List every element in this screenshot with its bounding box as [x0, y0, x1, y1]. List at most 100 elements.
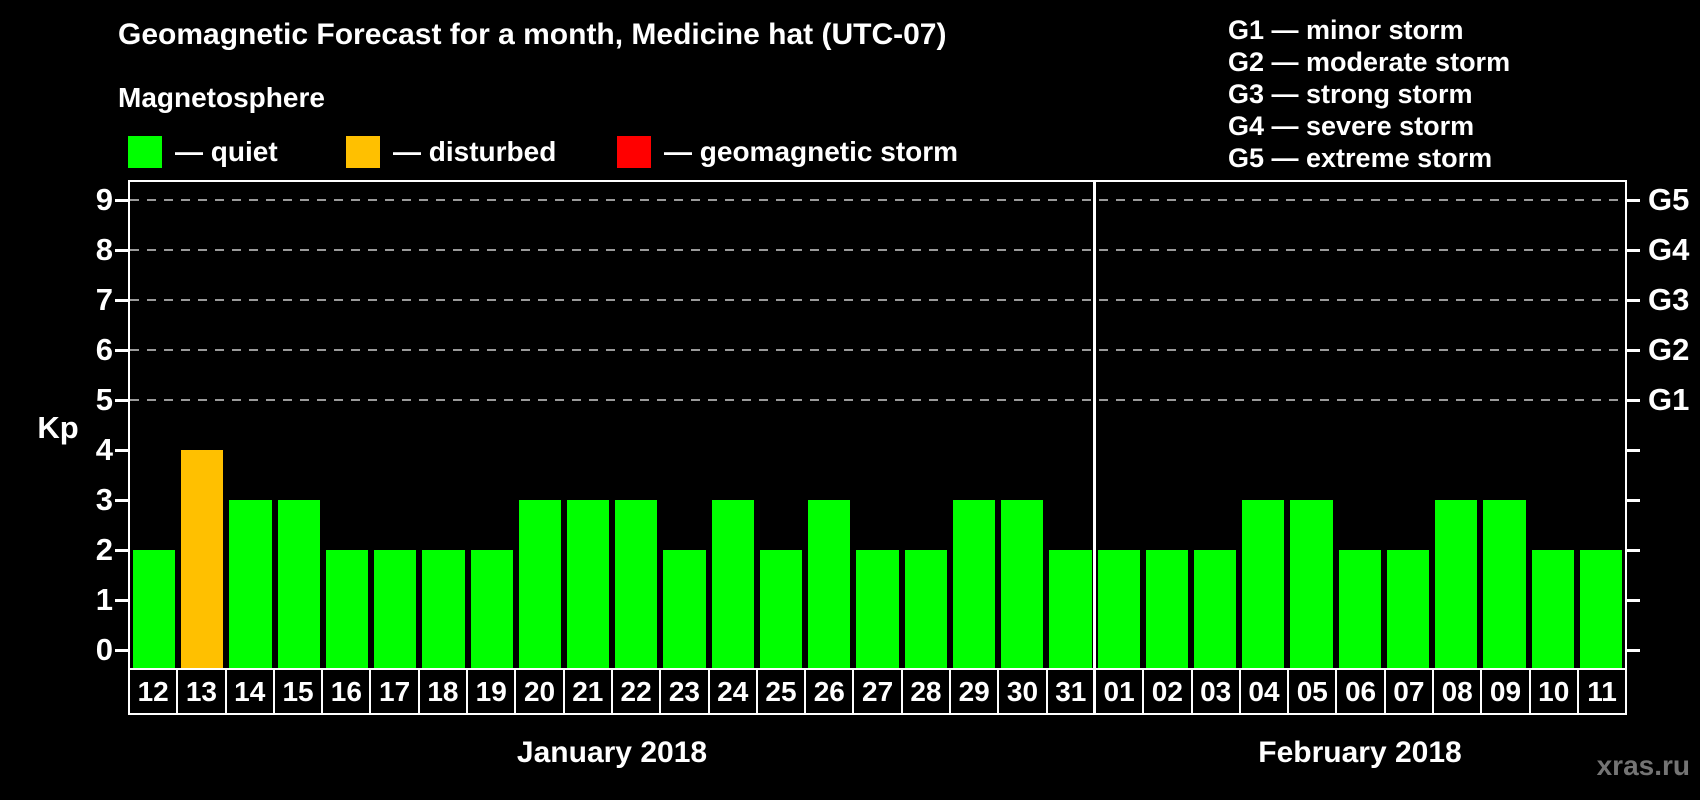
- day-label-30: 30: [999, 670, 1048, 713]
- kp-bar-day-27: [856, 550, 899, 668]
- day-label-02: 02: [1144, 670, 1193, 713]
- magnetosphere-label: Magnetosphere: [118, 82, 325, 113]
- y-axis-tick-right-6: [1627, 349, 1640, 352]
- x-axis-day-row: 12 13 14 15 16 17 18 19 20 21 22 23 24 25 26 27 28 29 30 31…: [128, 668, 1627, 715]
- day-label-05: 05: [1289, 670, 1338, 713]
- kp-bar-day-19: [470, 550, 513, 668]
- kp-bar-day-07: [1386, 550, 1430, 668]
- kp-bar-day-16: [325, 550, 369, 668]
- y-axis-label-3: 3: [95, 482, 113, 517]
- kp-bar-day-30: [1001, 500, 1044, 668]
- y-axis-title: Kp: [37, 410, 79, 445]
- y-axis-tick-left-2: [115, 549, 128, 552]
- kp-bar-day-29: [952, 500, 996, 668]
- chart-title: Geomagnetic Forecast for a month, Medici…: [118, 18, 947, 51]
- y-axis-tick-left-1: [115, 599, 128, 602]
- y-axis-tick-right-4: [1627, 449, 1640, 452]
- day-label-10: 10: [1531, 670, 1579, 713]
- kp-bar-day-01: [1097, 550, 1140, 668]
- day-label-13: 13: [178, 670, 227, 713]
- kp-bar-day-26: [808, 500, 851, 668]
- y-axis-tick-right-5: [1627, 399, 1640, 402]
- day-label-08: 08: [1434, 670, 1483, 713]
- y-axis-label-9: 9: [95, 182, 113, 217]
- g-scale-line-g5: G5 — extreme storm: [1228, 143, 1493, 173]
- kp-bar-day-31: [1049, 550, 1092, 668]
- gridline-kp-8: [130, 249, 1625, 251]
- kp-bar-day-24: [711, 500, 754, 668]
- day-label-28: 28: [903, 670, 952, 713]
- g-scale-line-g4: G4 — severe storm: [1228, 111, 1475, 141]
- y-axis-tick-right-0: [1627, 649, 1640, 652]
- y-axis-label-4: 4: [95, 432, 113, 467]
- y-axis-tick-left-8: [115, 249, 128, 252]
- day-label-31: 31: [1048, 670, 1096, 713]
- day-label-03: 03: [1193, 670, 1241, 713]
- y-axis-tick-right-7: [1627, 299, 1640, 302]
- y-axis-label-7: 7: [95, 282, 113, 317]
- y-axis-tick-right-9: [1627, 199, 1640, 202]
- g-axis-label-g5: G5: [1648, 182, 1690, 217]
- g-axis-label-g4: G4: [1648, 232, 1690, 267]
- gridline-kp-6: [130, 349, 1625, 351]
- month-separator-line: [1093, 182, 1096, 715]
- y-axis-tick-left-4: [115, 449, 128, 452]
- day-label-18: 18: [420, 670, 469, 713]
- day-label-06: 06: [1337, 670, 1386, 713]
- g-axis-label-g2: G2: [1648, 332, 1690, 367]
- y-axis-tick-right-1: [1627, 599, 1640, 602]
- day-label-15: 15: [275, 670, 324, 713]
- kp-bar-day-09: [1483, 500, 1526, 668]
- kp-bar-day-14: [229, 500, 272, 668]
- kp-bar-day-20: [518, 500, 562, 668]
- watermark: xras.ru: [1596, 750, 1690, 781]
- day-label-12: 12: [130, 670, 179, 713]
- day-label-22: 22: [613, 670, 662, 713]
- day-label-21: 21: [565, 670, 613, 713]
- y-axis-tick-left-5: [115, 399, 128, 402]
- day-label-14: 14: [227, 670, 275, 713]
- legend-storm-label: — geomagnetic storm: [664, 136, 959, 167]
- day-label-20: 20: [516, 670, 565, 713]
- kp-bar-day-04: [1242, 500, 1285, 668]
- kp-bar-day-25: [759, 550, 803, 668]
- g-scale-line-g3: G3 — strong storm: [1228, 79, 1473, 109]
- kp-bar-day-11: [1579, 550, 1622, 668]
- legend-disturbed-label: — disturbed: [393, 136, 557, 167]
- day-label-26: 26: [806, 670, 855, 713]
- y-axis-label-6: 6: [95, 332, 113, 367]
- kp-bar-day-28: [904, 550, 947, 668]
- y-axis-tick-left-9: [115, 199, 128, 202]
- legend-quiet-label: — quiet: [175, 136, 278, 167]
- y-axis-tick-left-3: [115, 499, 128, 502]
- kp-bar-day-03: [1193, 550, 1237, 668]
- gridline-kp-5: [130, 399, 1625, 401]
- day-label-11: 11: [1587, 675, 1617, 707]
- month-label-february: February 2018: [1258, 736, 1462, 769]
- g-scale-line-g1: G1 — minor storm: [1228, 15, 1464, 45]
- y-axis-label-0: 0: [95, 632, 113, 667]
- kp-bar-day-08: [1435, 500, 1478, 668]
- kp-bar-day-21: [567, 500, 610, 668]
- kp-bar-day-12: [133, 550, 176, 668]
- kp-bar-day-15: [277, 500, 320, 668]
- g-scale-line-g2: G2 — moderate storm: [1228, 47, 1511, 77]
- gridline-kp-9: [130, 199, 1625, 201]
- day-label-23: 23: [661, 670, 710, 713]
- y-axis-tick-right-8: [1627, 249, 1640, 252]
- day-label-16: 16: [323, 670, 372, 713]
- day-label-25: 25: [758, 670, 807, 713]
- y-axis-label-2: 2: [95, 532, 113, 567]
- y-axis-tick-right-2: [1627, 549, 1640, 552]
- kp-bar-day-06: [1338, 550, 1381, 668]
- storm-swatch-icon: [617, 136, 651, 168]
- y-axis-label-8: 8: [95, 232, 113, 267]
- day-label-01: 01: [1096, 670, 1145, 713]
- day-label-19: 19: [468, 670, 517, 713]
- g-scale-legend: G1 — minor storm G2 — moderate storm G3 …: [1228, 14, 1510, 174]
- y-axis-label-5: 5: [95, 382, 113, 417]
- kp-bar-day-05: [1290, 500, 1333, 668]
- kp-bar-day-13: [181, 450, 224, 668]
- day-label-29: 29: [951, 670, 1000, 713]
- kp-bar-day-02: [1145, 550, 1188, 668]
